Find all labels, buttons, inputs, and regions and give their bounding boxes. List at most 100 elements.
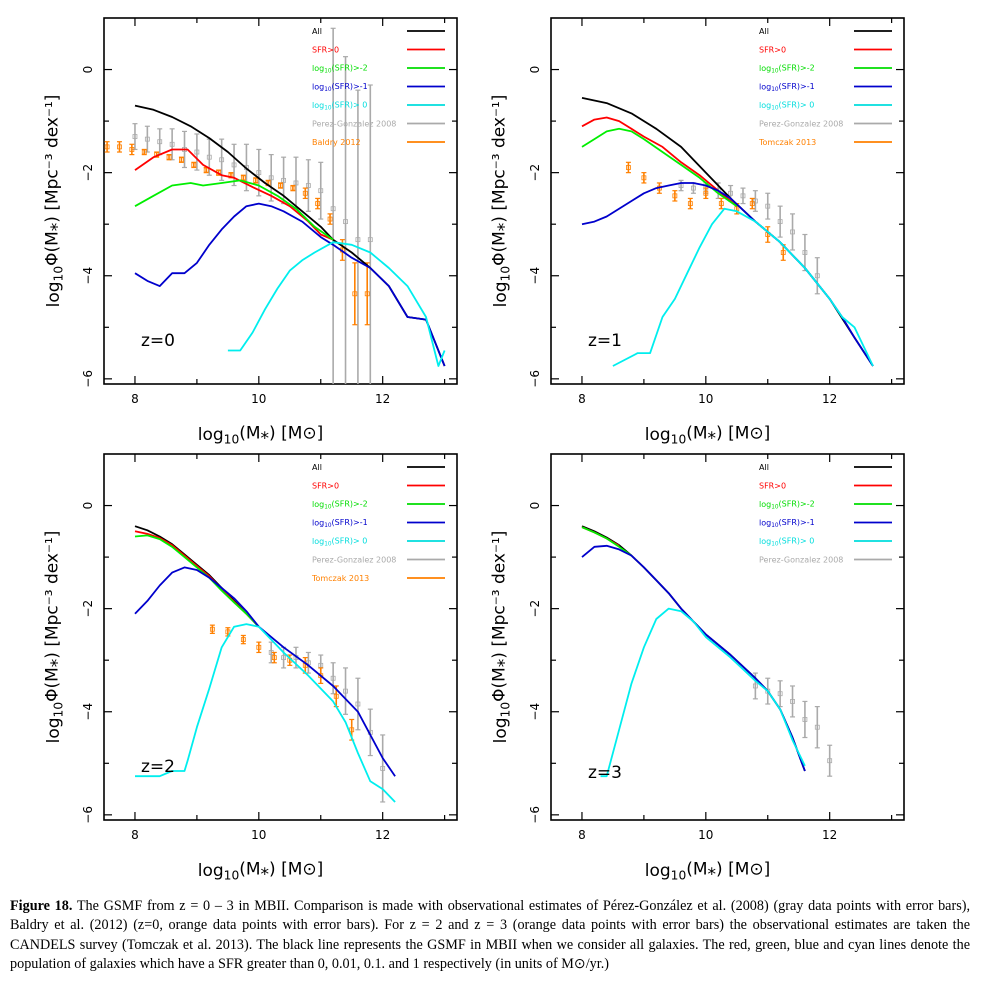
x-tick-label: 12 <box>375 392 390 406</box>
data-point <box>240 175 246 181</box>
y-axis-title: log10​Φ(M⁎) [Mpc⁻³ dex⁻¹] <box>490 531 513 744</box>
data-point <box>104 144 110 150</box>
data-point <box>281 655 286 661</box>
data-point <box>367 237 373 243</box>
plot-frame <box>550 17 905 385</box>
legend: All SFR>0 log10​(SFR)>-2 log10​(SFR)>-1 log1… <box>311 463 445 583</box>
plot-frame <box>103 453 458 821</box>
series-line-log10-sfr-1 <box>581 182 874 367</box>
legend-label: Tomczak 2013 <box>758 138 816 147</box>
y-axis-title: log10​Φ(M⁎) [Mpc⁻³ dex⁻¹] <box>43 531 66 744</box>
legend-label: log10​(SFR)>-1 <box>312 518 368 529</box>
legend-label: All <box>759 463 769 472</box>
series-line-log10-sfr-2 <box>581 526 633 557</box>
x-tick-label: 12 <box>822 828 837 842</box>
data-point <box>703 190 709 196</box>
legend: All SFR>0 log10​(SFR)>-2 log10​(SFR)>-1 log1… <box>312 27 445 147</box>
x-tick-label: 8 <box>578 828 586 842</box>
data-point <box>219 157 225 163</box>
y-tick-label: −2 <box>528 164 542 182</box>
data-point <box>209 626 215 632</box>
data-point <box>765 688 771 694</box>
x-tick-label: 12 <box>822 392 837 406</box>
plot-frame <box>103 17 458 385</box>
redshift-label: z=1 <box>588 331 622 351</box>
data-point <box>343 688 348 694</box>
y-tick-label: −6 <box>528 370 542 388</box>
legend-label: SFR>0 <box>312 46 339 55</box>
y-tick-label: 0 <box>528 66 542 74</box>
data-point <box>231 162 237 168</box>
legend-label: log10​(SFR)> 0 <box>759 536 814 547</box>
plot-area <box>134 525 396 803</box>
obs-tomczak-2013 <box>625 161 786 261</box>
legend-label: Perez-Gonzalez 2008 <box>759 120 843 129</box>
data-point <box>355 237 361 243</box>
legend-label: log10​(SFR)>-2 <box>759 499 815 510</box>
legend-label: log10​(SFR)>-2 <box>312 499 368 510</box>
x-tick-label: 8 <box>131 392 139 406</box>
data-point <box>129 147 135 152</box>
caption-text: The GSMF from z = 0 – 3 in MBII. Compari… <box>10 898 970 973</box>
data-point <box>166 154 172 160</box>
series-line-sfr-0 <box>581 116 738 207</box>
series-line-log10-sfr-2 <box>581 127 738 207</box>
legend-label: All <box>312 27 322 36</box>
legend-label: SFR>0 <box>759 46 786 55</box>
series-line-log10-sfr-0 <box>612 207 874 367</box>
data-point <box>740 193 746 199</box>
data-point <box>749 201 755 206</box>
series-line-sfr-0 <box>134 530 260 628</box>
legend-label: log10​(SFR)> 0 <box>312 536 367 547</box>
legend-label: log10​(SFR)>-1 <box>759 518 815 529</box>
y-tick-label: −6 <box>528 806 542 824</box>
data-point <box>814 273 820 279</box>
data-point <box>144 136 150 142</box>
data-point <box>268 175 274 181</box>
x-axis-title: log10​(M⁎) [M⊙] <box>198 860 324 883</box>
y-tick-label: 0 <box>81 502 95 510</box>
y-tick-label: 0 <box>81 66 95 74</box>
data-point <box>302 190 308 196</box>
y-axis-title: log10​Φ(M⁎) [Mpc⁻³ dex⁻¹] <box>43 95 66 308</box>
legend-label: Tomczak 2013 <box>311 574 369 583</box>
data-point <box>352 291 358 297</box>
legend-label: log10​(SFR)>-1 <box>312 82 368 93</box>
x-tick-label: 10 <box>698 392 713 406</box>
data-point <box>256 644 262 650</box>
data-point <box>256 170 262 176</box>
legend-label: Perez-Gonzalez 2008 <box>312 556 396 565</box>
data-point <box>718 201 724 206</box>
legend-label: Perez-Gonzalez 2008 <box>759 556 843 565</box>
series-line-all <box>134 525 260 628</box>
data-point <box>278 183 283 188</box>
data-point <box>626 165 631 170</box>
data-point <box>790 699 795 704</box>
x-tick-label: 10 <box>251 828 266 842</box>
data-point <box>117 144 122 150</box>
data-point <box>194 149 200 155</box>
y-axis-title: log10​Φ(M⁎) [Mpc⁻³ dex⁻¹] <box>490 95 513 308</box>
series-line-log10-sfr-1 <box>581 544 806 772</box>
y-tick-label: −2 <box>81 600 95 618</box>
data-point <box>349 727 355 733</box>
data-point <box>790 229 795 235</box>
data-point <box>765 203 771 209</box>
series-line-log10-sfr-0 <box>600 607 806 778</box>
data-point <box>330 675 336 681</box>
legend-label: SFR>0 <box>312 482 339 491</box>
panel-z-3: 8 10 12 0 −2 −4 −6 log10​(M⁎) [M⊙] log10​Φ(M⁎) [… <box>490 453 905 883</box>
y-tick-label: 0 <box>528 502 542 510</box>
legend-label: All <box>759 27 769 36</box>
data-point <box>752 683 758 689</box>
x-tick-label: 10 <box>251 392 266 406</box>
x-tick-label: 8 <box>578 392 586 406</box>
data-point <box>169 141 175 147</box>
data-point <box>225 629 231 635</box>
y-tick-label: −4 <box>528 267 542 285</box>
legend: All SFR>0 log10​(SFR)>-2 log10​(SFR)>-1 log1… <box>759 463 892 565</box>
data-point <box>141 149 147 155</box>
panel-z-1: 8 10 12 0 −2 −4 −6 log10​(M⁎) [M⊙] log10​Φ(M⁎) [… <box>490 17 905 447</box>
y-tick-label: −6 <box>81 370 95 388</box>
data-point <box>157 139 163 145</box>
